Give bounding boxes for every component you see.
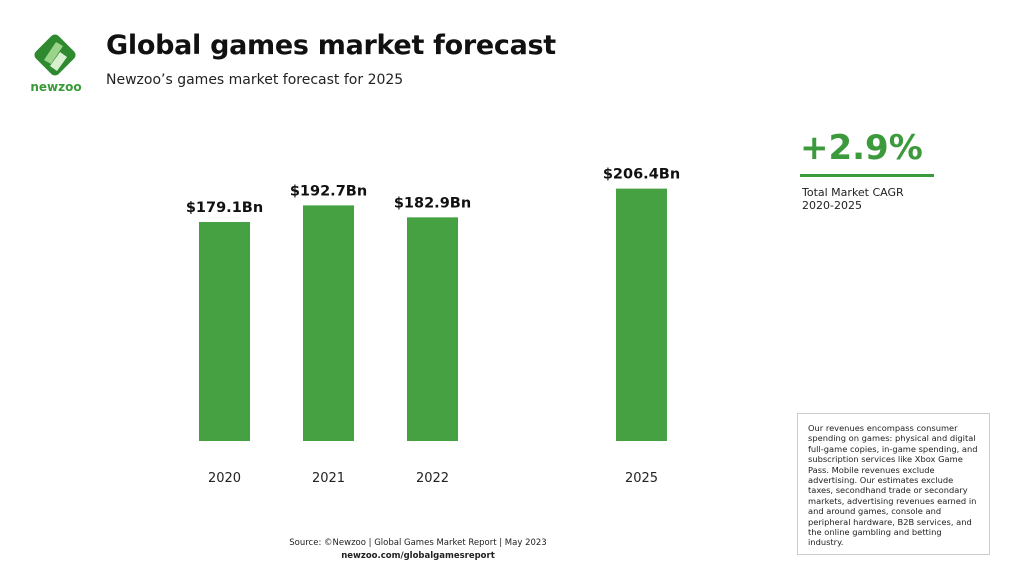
bar-2022 [407,217,458,441]
data-label-2021: $192.7Bn [290,183,367,199]
methodology-note: Our revenues encompass consumer spending… [797,413,990,555]
source-url[interactable]: newzoo.com/globalgamesreport [341,551,495,561]
data-label-2022: $182.9Bn [394,195,471,211]
cagr-label: Total Market CAGR 2020-2025 [802,186,942,212]
cagr-label-line2: 2020-2025 [802,199,862,212]
data-label-2025: $206.4Bn [603,167,680,183]
x-tick-label-2022: 2022 [416,471,449,486]
data-label-2020: $179.1Bn [186,200,263,216]
cagr-underline [800,174,934,177]
page-title: Global games market forecast [106,30,556,61]
bar-2020 [199,222,250,441]
logo-text: newzoo [30,80,82,94]
page-subtitle: Newzoo’s games market forecast for 2025 [106,72,404,88]
cagr-label-line1: Total Market CAGR [802,186,904,199]
newzoo-logo [34,34,76,76]
x-tick-label-2021: 2021 [312,471,345,486]
cagr-value: +2.9% [800,128,923,168]
x-tick-label-2020: 2020 [208,471,241,486]
x-tick-label-2025: 2025 [625,471,658,486]
bar-2021 [303,205,354,441]
bar-2025 [616,188,667,441]
source-text: Source: ©Newzoo | Global Games Market Re… [289,538,547,548]
